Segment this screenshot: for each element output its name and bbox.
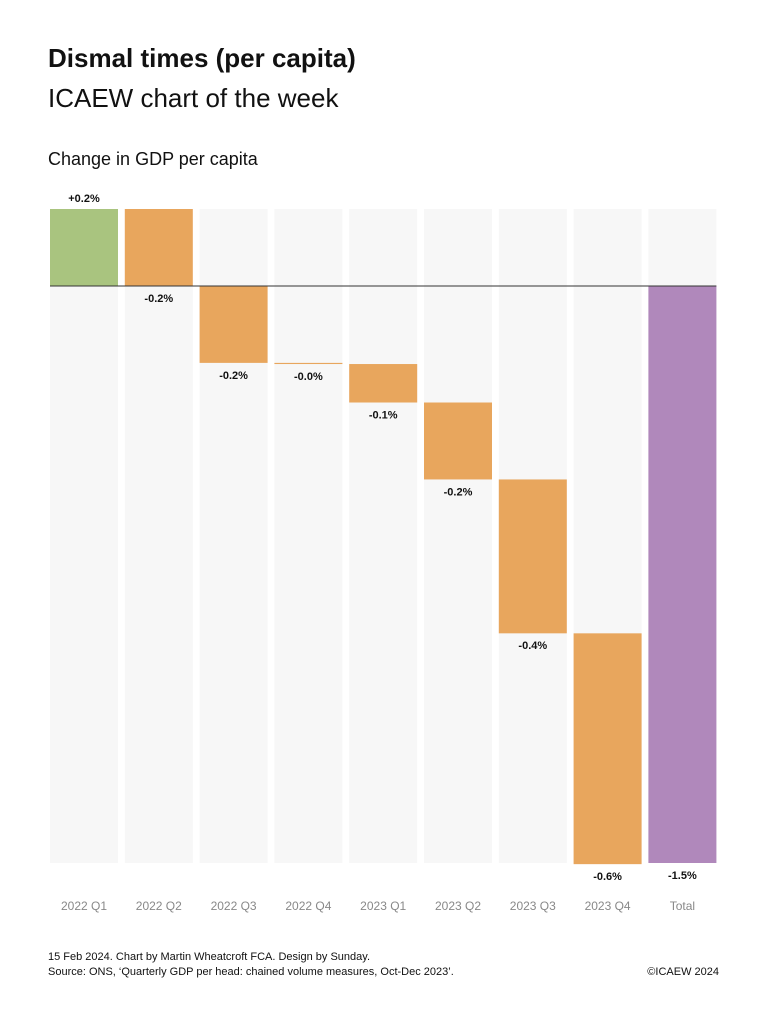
bar bbox=[573, 633, 642, 865]
x-tick-label: 2023 Q1 bbox=[360, 899, 406, 913]
value-label: -0.0% bbox=[294, 371, 323, 383]
column-background bbox=[349, 209, 418, 863]
column-background bbox=[424, 209, 492, 863]
bar bbox=[50, 209, 118, 286]
bar bbox=[349, 364, 418, 403]
chart-subtitle: ICAEW chart of the week bbox=[48, 83, 339, 113]
bar bbox=[274, 362, 343, 365]
value-label: -1.5% bbox=[668, 870, 697, 882]
total-bar bbox=[648, 285, 717, 863]
value-label: -0.4% bbox=[518, 640, 547, 652]
chart-title: Dismal times (per capita) bbox=[48, 43, 356, 73]
source: Source: ONS, ‘Quarterly GDP per head: ch… bbox=[48, 966, 454, 978]
value-label: -0.2% bbox=[144, 293, 173, 305]
x-tick-label: 2023 Q3 bbox=[510, 899, 556, 913]
x-tick-label: Total bbox=[670, 899, 695, 913]
copyright: ©ICAEW 2024 bbox=[647, 966, 719, 978]
value-label: -0.2% bbox=[219, 370, 248, 382]
value-label: -0.1% bbox=[369, 409, 398, 421]
x-tick-label: 2022 Q2 bbox=[136, 899, 182, 913]
bar bbox=[199, 285, 268, 363]
x-tick-label: 2022 Q1 bbox=[61, 899, 107, 913]
axis-title: Change in GDP per capita bbox=[48, 149, 259, 169]
bar bbox=[424, 402, 492, 480]
x-tick-label: 2023 Q4 bbox=[585, 899, 631, 913]
credit: 15 Feb 2024. Chart by Martin Wheatcroft … bbox=[48, 951, 370, 963]
value-label: -0.2% bbox=[444, 486, 473, 498]
bar bbox=[124, 209, 193, 286]
x-tick-label: 2022 Q4 bbox=[285, 899, 331, 913]
x-tick-label: 2022 Q3 bbox=[211, 899, 257, 913]
value-label: +0.2% bbox=[68, 193, 100, 205]
bar bbox=[498, 479, 567, 634]
column-background bbox=[50, 209, 118, 863]
column-background bbox=[274, 209, 343, 863]
value-label: -0.6% bbox=[593, 871, 622, 883]
column-background bbox=[124, 209, 193, 863]
x-tick-label: 2023 Q2 bbox=[435, 899, 481, 913]
